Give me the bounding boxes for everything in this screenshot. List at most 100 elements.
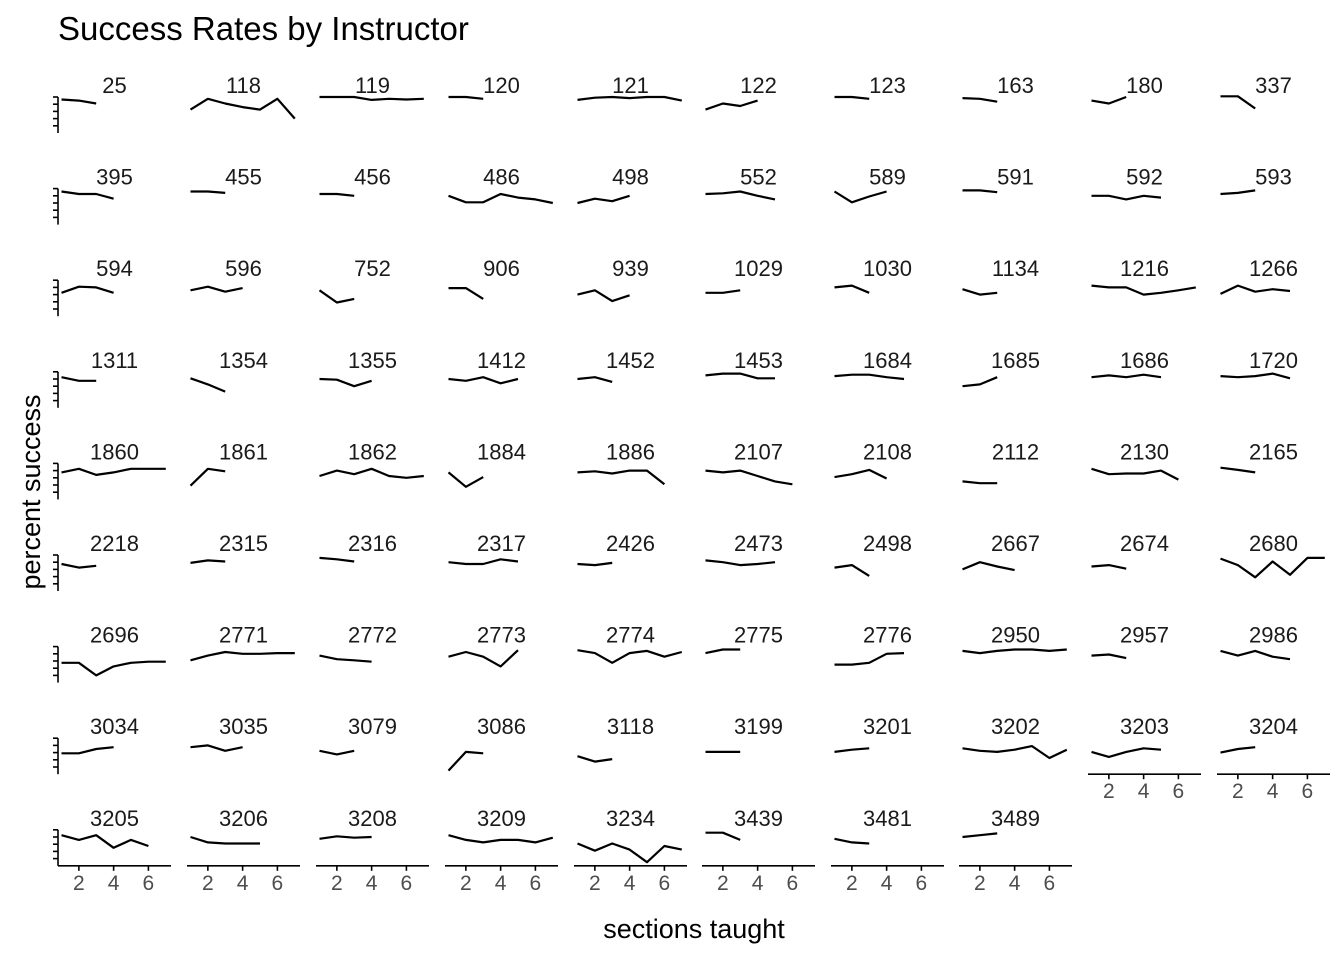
series-line [962, 744, 1068, 760]
series-line [448, 558, 519, 566]
facet-panel-2317: 2317 [448, 531, 526, 566]
series-line [834, 373, 905, 381]
facet-panel-1216: 1216 [1091, 256, 1196, 296]
x-tick-label: 2 [1232, 780, 1244, 803]
facet-panel-3035: 3035 [190, 714, 268, 752]
facet-label: 1311 [91, 348, 138, 373]
series-line [1220, 466, 1256, 474]
series-line [962, 376, 998, 388]
series-line [447, 750, 484, 772]
facet-panel-3209: 3209 2 4 6 [445, 806, 558, 895]
series-line [1091, 653, 1127, 660]
series-line [962, 561, 1015, 572]
facet-label: 3439 [734, 806, 783, 831]
facet-panel-3205: 3205 2 4 6 [53, 806, 171, 895]
facet-label: 1720 [1249, 348, 1298, 373]
facet-panel-3034: 3034 [53, 714, 139, 775]
series-line [318, 289, 355, 304]
series-line [448, 376, 519, 385]
series-line [190, 377, 226, 393]
facet-label: 2107 [734, 439, 783, 464]
series-line [189, 97, 296, 120]
facet-label: 3208 [348, 806, 397, 831]
facet-panel-589: 589 [833, 165, 906, 204]
facet-panel-1453: 1453 [705, 348, 783, 380]
facet-label: 3234 [606, 806, 655, 831]
facet-label: 591 [997, 165, 1034, 190]
facet-panel-2316: 2316 [319, 531, 397, 563]
facet-label: 2667 [991, 531, 1040, 556]
facet-label: 3206 [219, 806, 268, 831]
series-line [319, 835, 372, 840]
facet-panel-2108: 2108 [834, 439, 912, 480]
facet-panel-596: 596 [190, 256, 262, 293]
series-line [962, 288, 998, 296]
facet-label: 906 [483, 256, 520, 281]
facet-label: 552 [740, 165, 777, 190]
series-line [577, 194, 630, 205]
series-line [447, 471, 484, 488]
facet-label: 1216 [1120, 256, 1169, 281]
series-line [962, 189, 998, 194]
facet-panel-906: 906 [448, 256, 520, 300]
facet-panel-1029: 1029 [705, 256, 783, 294]
series-line [705, 559, 776, 567]
facet-panel-3202: 3202 [962, 714, 1068, 760]
facet-label: 122 [740, 73, 777, 98]
x-tick-label: 4 [1138, 780, 1150, 803]
facet-panel-1862: 1862 [319, 439, 424, 479]
x-tick-label: 6 [1173, 780, 1185, 803]
series-line [1091, 467, 1179, 481]
facet-panel-455: 455 [190, 165, 262, 194]
x-tick-label: 2 [974, 872, 986, 895]
facet-panel-2680: 2680 [1220, 531, 1325, 579]
facet-label: 2774 [606, 623, 655, 648]
x-tick-label: 6 [916, 872, 928, 895]
series-line [61, 190, 114, 200]
facet-panel-1266: 1266 [1220, 256, 1298, 295]
facet-label: 1884 [477, 439, 526, 464]
facet-panel-1886: 1886 [577, 439, 666, 486]
facet-panel-123: 123 [834, 73, 906, 100]
facet-label: 1134 [992, 256, 1039, 281]
facet-panel-163: 163 [962, 73, 1034, 103]
facet-label: 3204 [1249, 714, 1298, 739]
facet-panel-2775: 2775 [705, 623, 783, 655]
series-line [190, 190, 226, 194]
series-line [61, 98, 97, 105]
series-line [705, 289, 741, 294]
facet-label: 2772 [348, 623, 397, 648]
facet-label: 2773 [477, 623, 526, 648]
x-tick-label: 4 [624, 872, 636, 895]
facet-label: 118 [226, 73, 261, 98]
x-tick-label: 6 [401, 872, 413, 895]
x-tick-label: 2 [73, 872, 85, 895]
x-tick-label: 2 [331, 872, 343, 895]
facet-label: 455 [225, 165, 262, 190]
facet-label: 2315 [219, 531, 268, 556]
facet-panel-498: 498 [577, 165, 649, 205]
facet-panel-1720: 1720 [1220, 348, 1298, 380]
facet-label: 3086 [477, 714, 526, 739]
facet-label: 498 [612, 165, 649, 190]
x-tick-label: 6 [530, 872, 542, 895]
x-tick-label: 6 [1302, 780, 1314, 803]
facet-panel-2772: 2772 [319, 623, 397, 663]
facet-label: 1861 [219, 439, 268, 464]
facet-label: 2696 [90, 623, 139, 648]
series-line [577, 289, 630, 303]
series-line [1091, 194, 1162, 201]
facet-label: 3201 [863, 714, 912, 739]
facet-panel-456: 456 [319, 165, 391, 197]
facet-panel-591: 591 [962, 165, 1034, 194]
facet-label: 939 [612, 256, 649, 281]
facet-panel-3204: 3204 2 4 6 [1217, 714, 1330, 803]
facet-panel-2165: 2165 [1220, 439, 1298, 474]
facet-panel-486: 486 [448, 165, 554, 205]
facet-label: 2317 [477, 531, 526, 556]
series-line [1220, 372, 1291, 380]
x-tick-label: 6 [1044, 872, 1056, 895]
series-line [705, 831, 741, 841]
facet-label: 2957 [1120, 623, 1169, 648]
facet-label: 1886 [606, 439, 655, 464]
